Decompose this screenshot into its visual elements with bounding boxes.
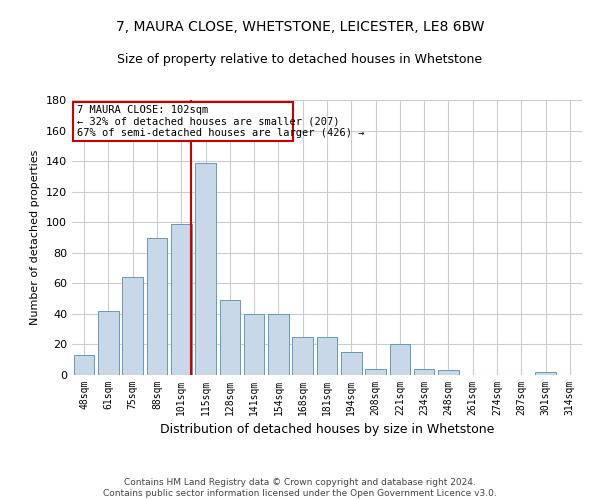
Bar [195, 162, 216, 375]
Bar [389, 344, 410, 375]
Bar [317, 337, 337, 375]
Text: Contains HM Land Registry data © Crown copyright and database right 2024.
Contai: Contains HM Land Registry data © Crown c… [103, 478, 497, 498]
X-axis label: Distribution of detached houses by size in Whetstone: Distribution of detached houses by size … [160, 424, 494, 436]
Bar [438, 370, 459, 375]
Bar [220, 300, 240, 375]
Bar [244, 314, 265, 375]
Bar [74, 355, 94, 375]
Bar [122, 277, 143, 375]
FancyBboxPatch shape [73, 102, 293, 141]
Bar [365, 369, 386, 375]
Bar [414, 369, 434, 375]
Bar [146, 238, 167, 375]
Text: Size of property relative to detached houses in Whetstone: Size of property relative to detached ho… [118, 52, 482, 66]
Bar [341, 352, 362, 375]
Bar [535, 372, 556, 375]
Bar [171, 224, 191, 375]
Bar [268, 314, 289, 375]
Bar [292, 337, 313, 375]
Text: 7 MAURA CLOSE: 102sqm
← 32% of detached houses are smaller (207)
67% of semi-det: 7 MAURA CLOSE: 102sqm ← 32% of detached … [77, 105, 364, 138]
Text: 7, MAURA CLOSE, WHETSTONE, LEICESTER, LE8 6BW: 7, MAURA CLOSE, WHETSTONE, LEICESTER, LE… [116, 20, 484, 34]
Bar [98, 311, 119, 375]
Y-axis label: Number of detached properties: Number of detached properties [31, 150, 40, 325]
